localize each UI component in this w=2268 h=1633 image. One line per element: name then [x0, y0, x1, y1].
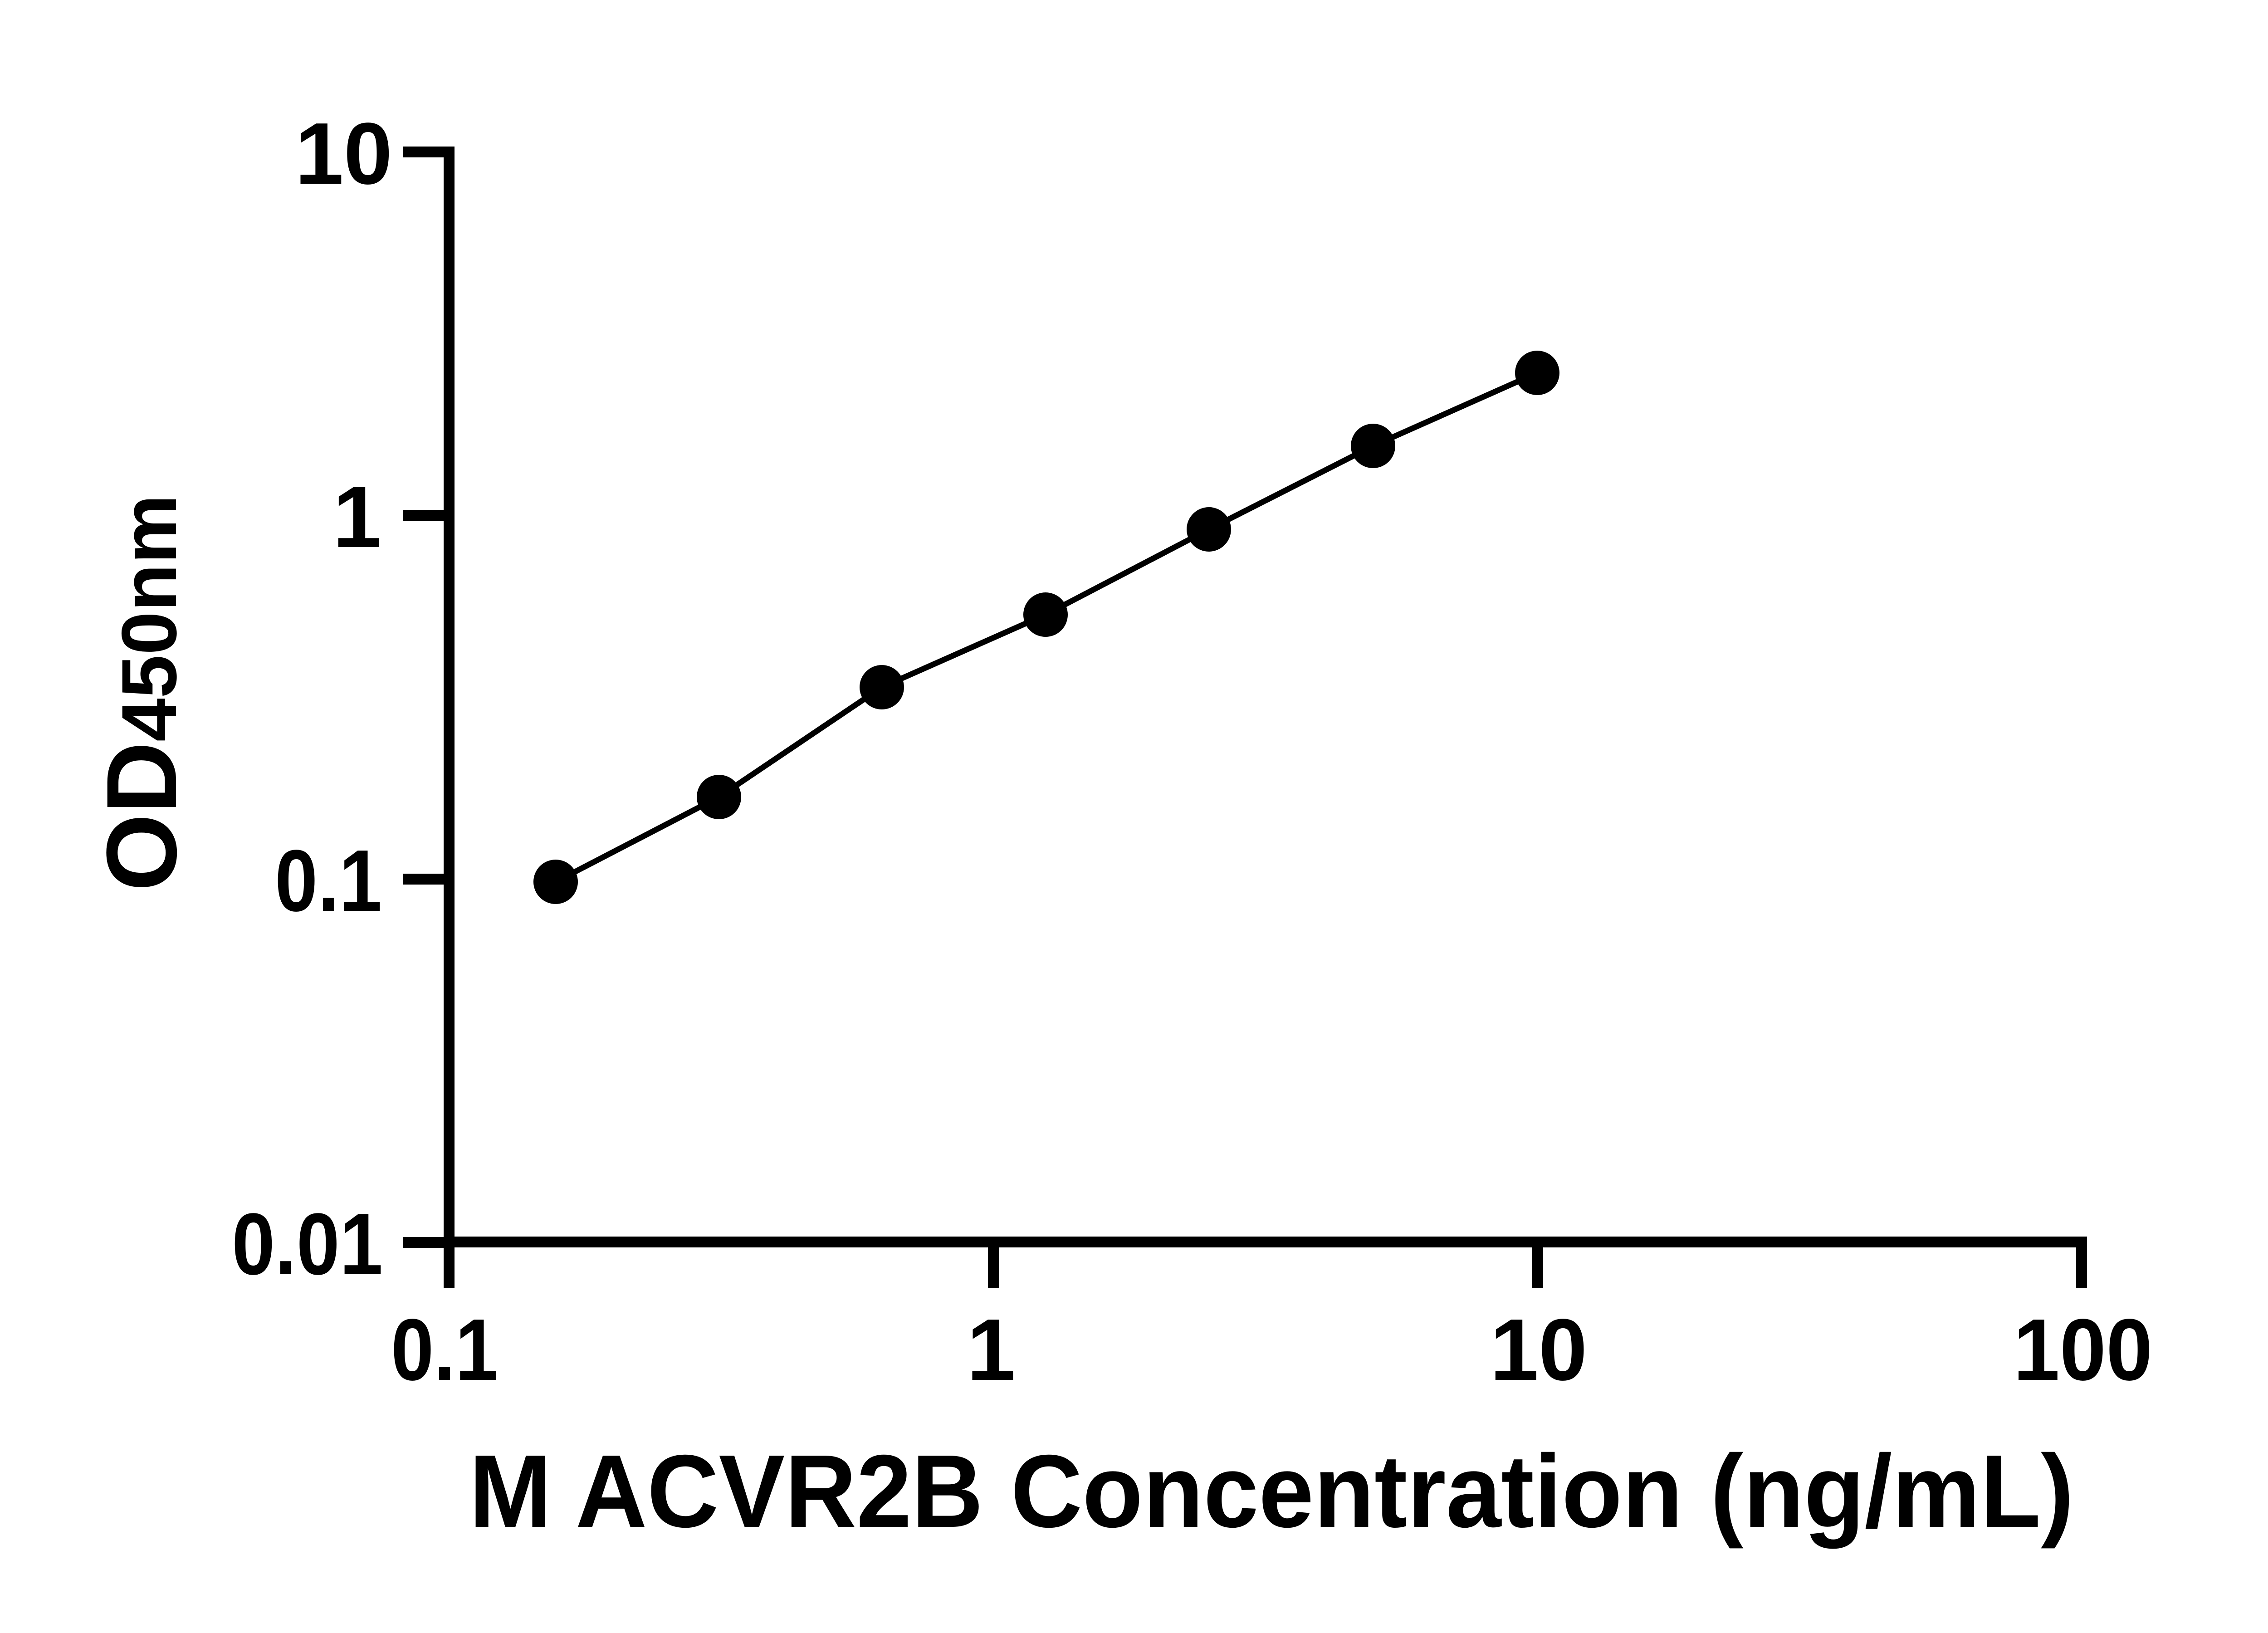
svg-text:0.1: 0.1 [275, 831, 382, 929]
svg-text:0.1: 0.1 [391, 1301, 498, 1398]
svg-text:10: 10 [1490, 1301, 1588, 1398]
svg-text:10: 10 [295, 104, 392, 202]
svg-text:1: 1 [333, 468, 381, 566]
svg-text:100: 100 [2014, 1301, 2153, 1398]
svg-text:OD450nm: OD450nm [86, 494, 197, 891]
svg-text:0.01: 0.01 [232, 1195, 383, 1293]
svg-text:1: 1 [967, 1301, 1015, 1398]
svg-text:M ACVR2B Concentration (ng/mL): M ACVR2B Concentration (ng/mL) [469, 1434, 2074, 1549]
